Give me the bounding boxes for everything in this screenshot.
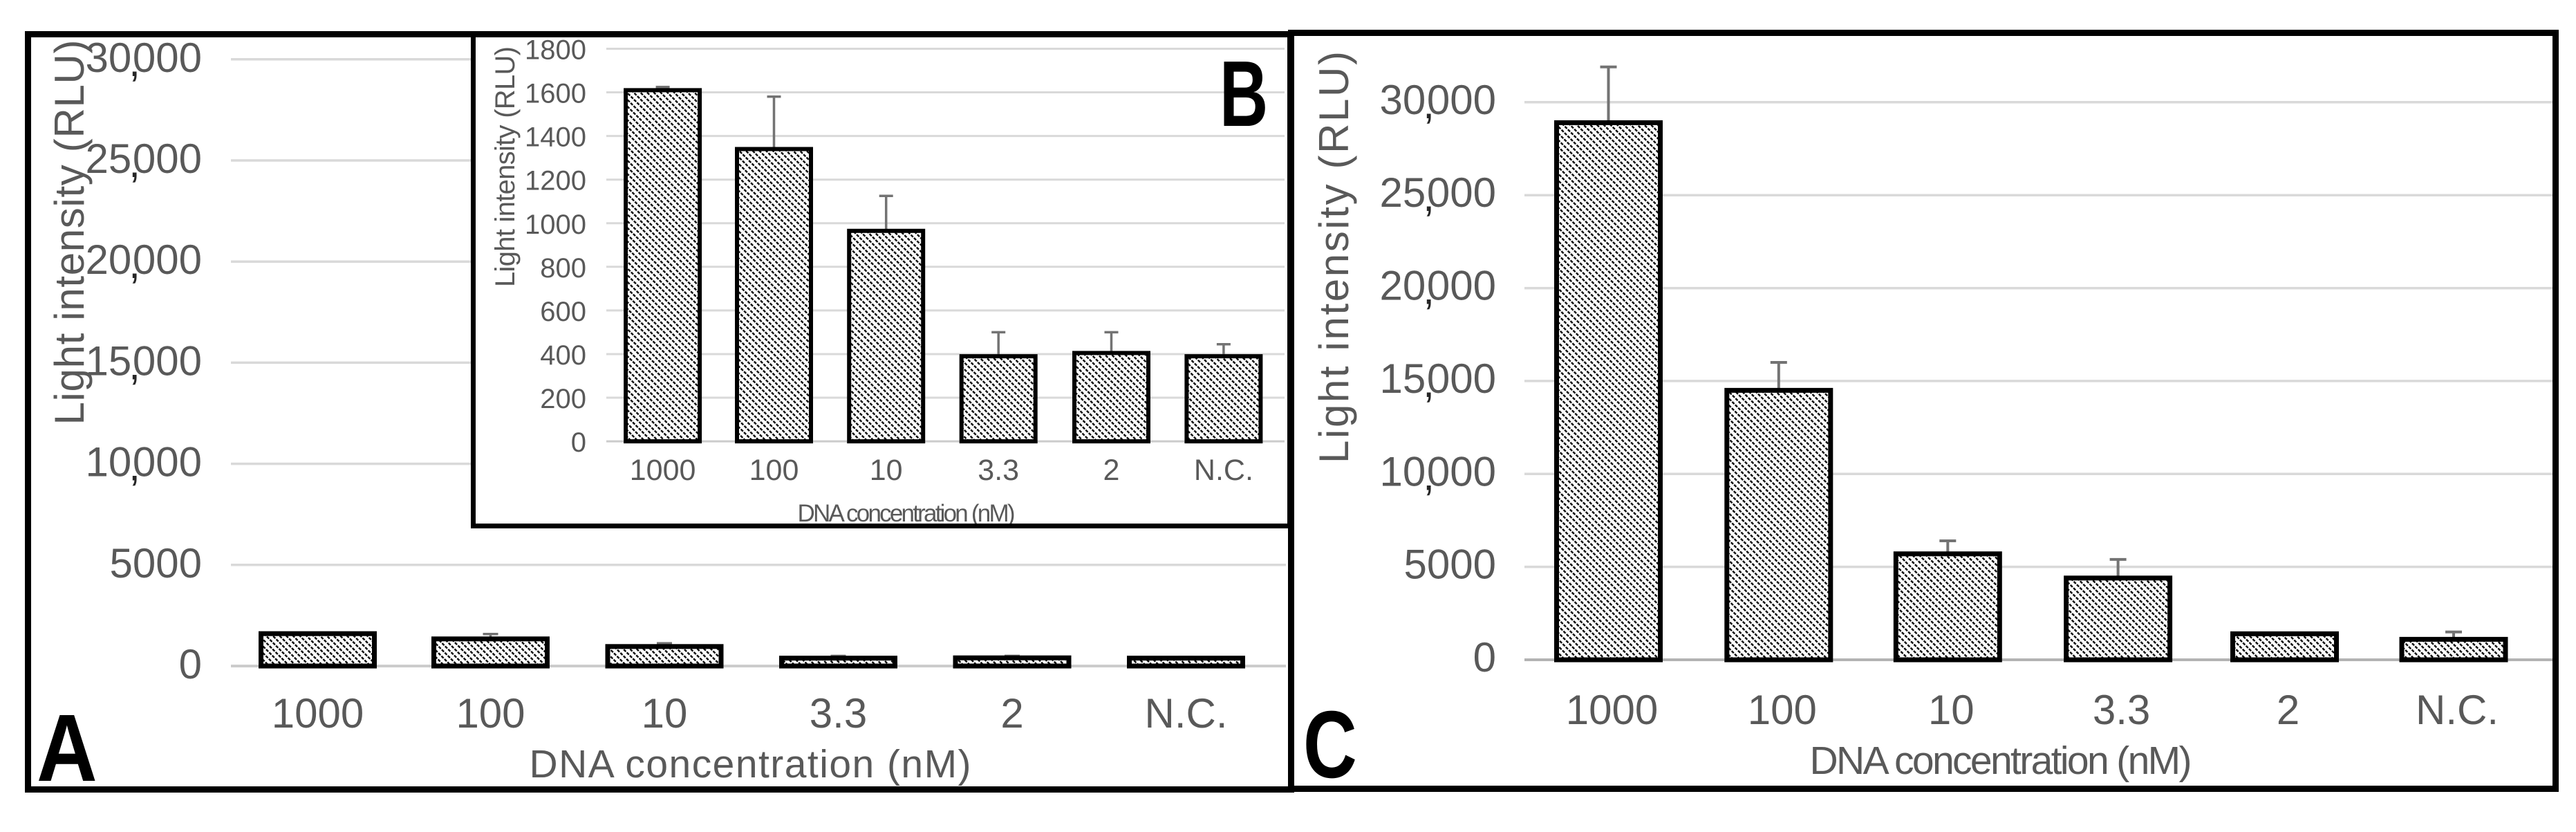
svg-text:3.3: 3.3 <box>978 454 1019 487</box>
svg-text:20,000: 20,000 <box>85 237 202 287</box>
svg-text:10: 10 <box>870 454 903 487</box>
svg-text:10: 10 <box>1928 687 1975 733</box>
svg-text:0: 0 <box>179 641 202 687</box>
svg-text:5000: 5000 <box>1404 542 1496 588</box>
svg-text:1400: 1400 <box>525 122 586 153</box>
svg-text:0: 0 <box>571 427 586 458</box>
svg-text:Light intensity (RLU): Light intensity (RLU) <box>46 40 93 425</box>
svg-text:10: 10 <box>642 690 688 737</box>
svg-text:15,000: 15,000 <box>1379 355 1496 406</box>
svg-text:20,000: 20,000 <box>1379 263 1496 313</box>
svg-text:10,000: 10,000 <box>1379 448 1496 499</box>
svg-text:10,000: 10,000 <box>85 439 202 490</box>
svg-text:25,000: 25,000 <box>1379 169 1496 220</box>
svg-text:3.3: 3.3 <box>810 690 867 737</box>
svg-text:30,000: 30,000 <box>85 35 202 85</box>
svg-text:N.C.: N.C. <box>2416 687 2499 733</box>
svg-text:25,000: 25,000 <box>85 136 202 186</box>
svg-text:Light intensity (RLU): Light intensity (RLU) <box>490 46 521 287</box>
svg-text:5000: 5000 <box>110 540 202 586</box>
svg-text:Light intensity (RLU): Light intensity (RLU) <box>1311 51 1357 463</box>
svg-text:DNA concentration (nM): DNA concentration (nM) <box>530 742 971 786</box>
svg-text:N.C.: N.C. <box>1145 690 1228 737</box>
svg-text:B: B <box>1220 41 1268 145</box>
svg-text:2: 2 <box>1103 454 1120 487</box>
svg-text:2: 2 <box>1000 690 1023 737</box>
svg-text:2: 2 <box>2277 687 2299 733</box>
svg-text:100: 100 <box>749 454 799 487</box>
svg-text:3.3: 3.3 <box>2093 687 2150 733</box>
svg-text:DNA concentration (nM): DNA concentration (nM) <box>798 500 1016 527</box>
svg-text:800: 800 <box>540 253 586 284</box>
svg-text:DNA concentration (nM): DNA concentration (nM) <box>1810 739 2192 783</box>
svg-text:0: 0 <box>1473 634 1496 681</box>
svg-text:600: 600 <box>540 297 586 327</box>
svg-text:1000: 1000 <box>272 690 364 737</box>
svg-text:A: A <box>37 694 97 802</box>
svg-text:1200: 1200 <box>525 166 586 196</box>
svg-text:400: 400 <box>540 340 586 371</box>
svg-text:200: 200 <box>540 384 586 414</box>
svg-text:1000: 1000 <box>630 454 696 487</box>
svg-text:1000: 1000 <box>1566 687 1658 733</box>
svg-text:C: C <box>1303 692 1357 798</box>
svg-text:1800: 1800 <box>525 35 586 66</box>
svg-text:100: 100 <box>456 690 525 737</box>
svg-text:30,000: 30,000 <box>1379 77 1496 127</box>
svg-text:N.C.: N.C. <box>1194 454 1253 487</box>
svg-text:100: 100 <box>1748 687 1817 733</box>
svg-text:15,000: 15,000 <box>85 338 202 388</box>
svg-text:1000: 1000 <box>525 210 586 240</box>
svg-text:1600: 1600 <box>525 79 586 109</box>
